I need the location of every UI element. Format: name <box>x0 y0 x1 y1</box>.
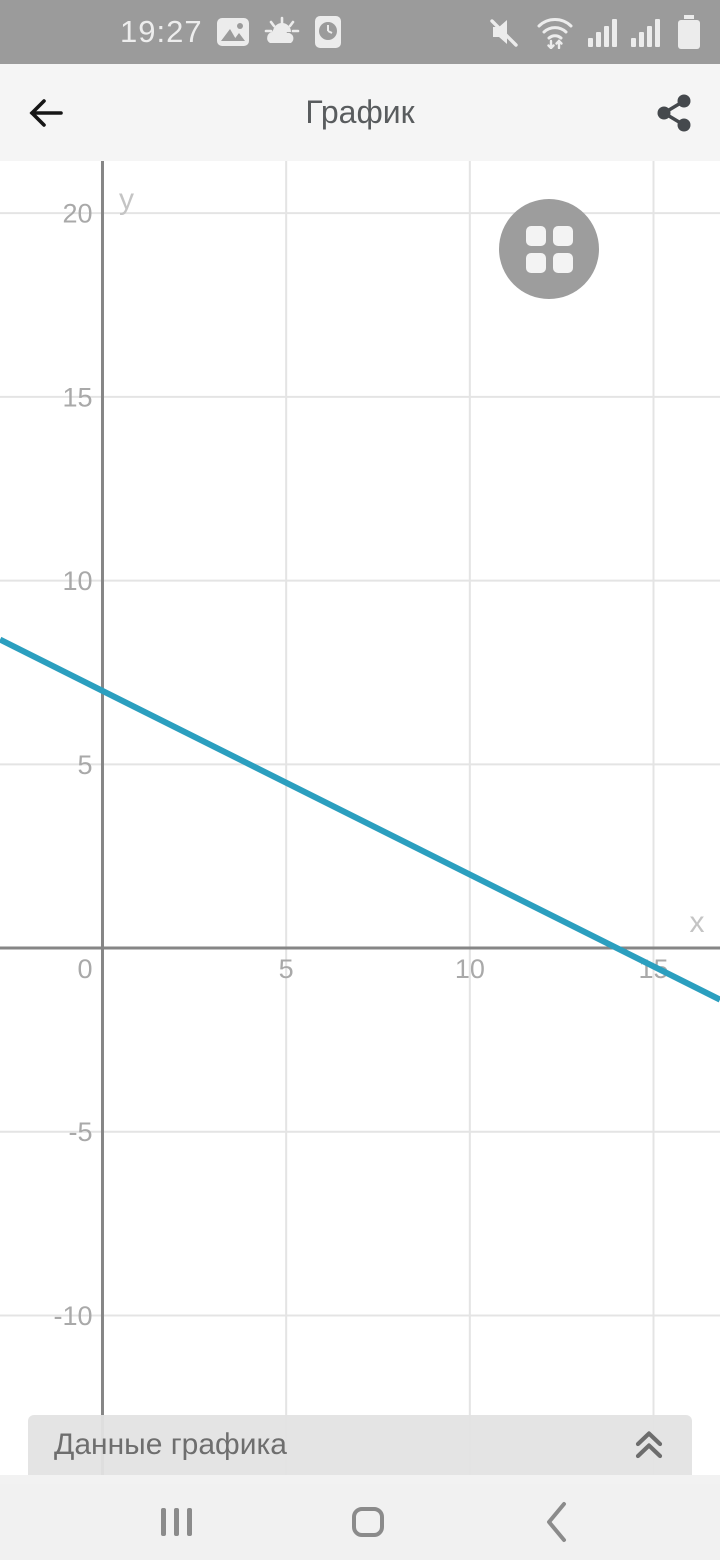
signal-icon <box>588 19 617 47</box>
share-button[interactable] <box>646 85 702 141</box>
chevrons-up-icon[interactable] <box>632 1428 666 1462</box>
navigation-bar <box>0 1484 720 1560</box>
chart-menu-button[interactable] <box>499 199 599 299</box>
y-tick-label: -10 <box>53 1301 92 1331</box>
status-bar-left: 19:27 <box>120 14 342 50</box>
signal-icon <box>631 19 660 47</box>
plot-line <box>0 636 720 1003</box>
x-tick-label: 10 <box>455 954 485 984</box>
recents-icon <box>160 1508 192 1536</box>
bottom-sheet-header[interactable]: Данные графика <box>28 1415 692 1475</box>
weather-icon <box>264 16 299 43</box>
recents-button[interactable] <box>136 1484 216 1560</box>
bottom-sheet-strip <box>0 1475 720 1484</box>
back-arrow-icon <box>29 98 63 127</box>
y-tick-label: 15 <box>62 382 92 412</box>
app-bar: График <box>0 64 720 161</box>
clock-app-icon <box>314 16 341 48</box>
grid-menu-icon <box>525 225 573 273</box>
y-tick-label: 20 <box>62 199 92 229</box>
x-axis-label: x <box>690 906 705 939</box>
status-bar: 19:27 <box>0 0 720 64</box>
y-tick-label: 5 <box>77 750 92 780</box>
back-button[interactable] <box>18 85 74 141</box>
y-tick-label: -5 <box>68 1117 92 1147</box>
nav-back-button[interactable] <box>517 1484 597 1560</box>
origin-label: 0 <box>77 954 92 984</box>
share-icon <box>657 94 691 131</box>
y-tick-label: 10 <box>62 566 92 596</box>
y-axis-label: y <box>119 183 134 216</box>
gallery-icon <box>216 18 249 46</box>
nav-back-icon <box>547 1502 566 1542</box>
home-button[interactable] <box>328 1484 408 1560</box>
page-title: График <box>305 94 415 130</box>
bottom-sheet-title: Данные графика <box>54 1428 287 1461</box>
x-tick-label: 5 <box>279 954 294 984</box>
status-time: 19:27 <box>120 14 203 49</box>
mute-icon <box>490 19 518 47</box>
home-icon <box>352 1507 384 1537</box>
wifi-icon <box>537 18 573 49</box>
battery-icon <box>678 15 700 49</box>
status-bar-right <box>488 14 704 50</box>
